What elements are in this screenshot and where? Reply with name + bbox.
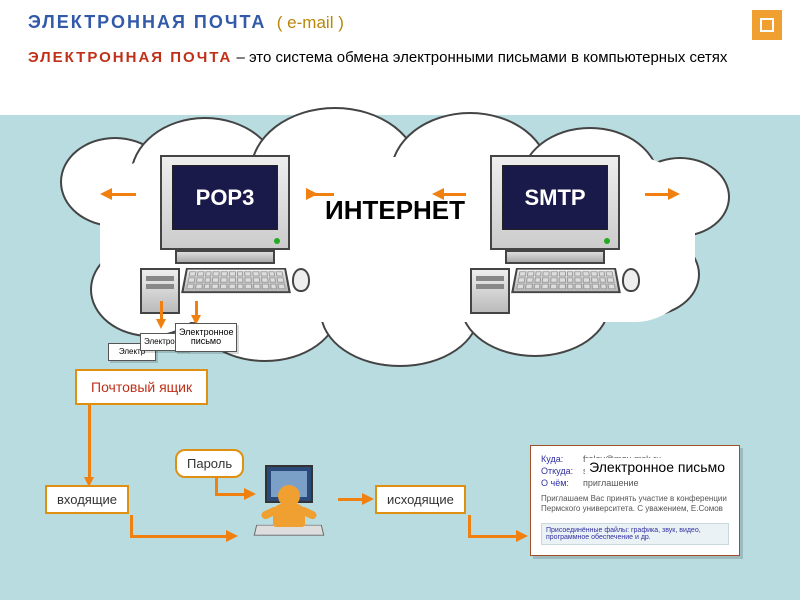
keyboard-icon — [511, 268, 621, 293]
email-field-label: О чём: — [541, 478, 583, 488]
diagram-panel: ИНТЕРНЕТ POP3 SMTP Электронное письмо Эл… — [0, 115, 800, 600]
email-caption: Электронное письмо — [585, 458, 729, 477]
user-at-computer-icon — [245, 465, 335, 545]
arrow-password-user-h — [215, 493, 247, 496]
arrow-head-icon — [156, 319, 166, 329]
pop3-server: POP3 — [140, 155, 310, 314]
arrow-outgoing-email-h — [468, 535, 520, 538]
arrow-head-icon — [432, 188, 444, 200]
email-field-value: приглашение — [583, 478, 638, 488]
outgoing-tag: исходящие — [375, 485, 466, 514]
email-attachments: Присоединённые файлы: графика, звук, вид… — [541, 523, 729, 545]
arrow-head-icon — [226, 530, 238, 542]
email-field-label: Куда: — [541, 454, 583, 464]
arrow-head-icon — [306, 188, 318, 200]
page-title: ЭЛЕКТРОННАЯ ПОЧТА ( e-mail ) — [28, 12, 344, 33]
corner-decoration — [752, 10, 782, 40]
arrow-head-icon — [100, 188, 112, 200]
title-sub: ( e-mail ) — [277, 13, 344, 32]
mouse-icon — [622, 268, 640, 292]
pop3-label: POP3 — [172, 165, 278, 230]
arrow-head-icon — [362, 493, 374, 505]
letter-card: Электронное письмо — [175, 323, 237, 352]
email-field-label: Откуда: — [541, 466, 583, 476]
arrow-pop3-left — [110, 193, 136, 196]
arrow-incoming-user-v — [130, 515, 133, 537]
internet-label: ИНТЕРНЕТ — [325, 195, 465, 226]
smtp-label: SMTP — [502, 165, 608, 230]
arrow-incoming-user-h — [130, 535, 230, 538]
mouse-icon — [292, 268, 310, 292]
tower-icon — [470, 268, 510, 314]
arrow-down-letters-1 — [160, 301, 163, 321]
smtp-server: SMTP — [470, 155, 640, 314]
definition-text: ЭЛЕКТРОННАЯ ПОЧТА – это система обмена э… — [28, 48, 772, 68]
arrow-outgoing-email-v — [468, 515, 471, 537]
mailbox-box: Почтовый ящик — [75, 369, 208, 405]
definition-accent: ЭЛЕКТРОННАЯ ПОЧТА — [28, 49, 232, 66]
arrow-smtp-left — [442, 193, 466, 196]
arrow-head-icon — [668, 188, 680, 200]
email-preview: Электронное письмо Куда:frolov@mgu.msk.r… — [530, 445, 740, 556]
attach-label: Присоединённые файлы: — [546, 527, 629, 534]
title-main: ЭЛЕКТРОННАЯ ПОЧТА — [28, 12, 266, 32]
incoming-tag: входящие — [45, 485, 129, 514]
arrow-mailbox-incoming — [88, 405, 91, 483]
email-body: Приглашаем Вас принять участие в конфере… — [541, 494, 729, 515]
arrow-head-icon — [516, 530, 528, 542]
definition-body: – это система обмена электронными письма… — [232, 49, 727, 66]
keyboard-icon — [181, 268, 291, 293]
password-tag: Пароль — [175, 449, 244, 478]
